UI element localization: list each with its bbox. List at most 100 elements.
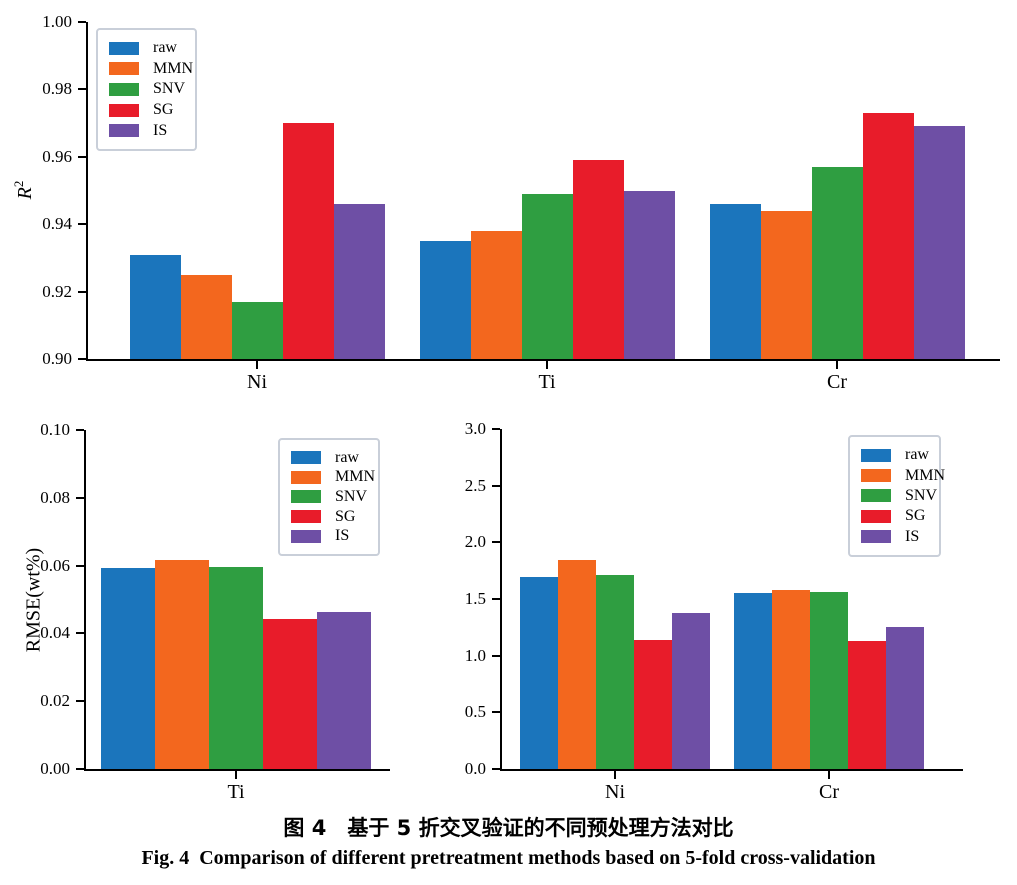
legend-item-IS: IS [109, 122, 187, 140]
y-axis-spine [500, 429, 502, 771]
y-tick [492, 541, 500, 543]
bar-IS-Ni [333, 204, 385, 359]
bar-SG-Ni [282, 123, 334, 359]
legend-item-MMN: MMN [109, 60, 193, 78]
legend-item-IS: IS [291, 527, 370, 545]
y-tick-label: 0.98 [42, 79, 72, 98]
bar-SNV-Ni [231, 302, 283, 359]
y-tick-label: 0.06 [40, 556, 70, 575]
legend-label-SNV: SNV [335, 487, 368, 505]
x-category-label: Ti [538, 371, 556, 393]
legend-swatch-MMN [109, 62, 139, 76]
caption-chinese: 图 4 基于 5 折交叉验证的不同预处理方法对比 [283, 816, 734, 840]
x-axis-spine [84, 769, 390, 771]
bar-SNV-Cr [810, 592, 848, 769]
y-tick-label: 0.00 [40, 759, 70, 778]
x-tick [235, 771, 237, 779]
legend: raw MMN SNV SG IS [848, 435, 945, 557]
legend-item-MMN: MMN [291, 468, 375, 486]
legend-swatch-SG [291, 510, 321, 524]
y-tick-label: 1.00 [42, 12, 72, 31]
bar-raw-Cr [734, 593, 772, 769]
y-tick-label: 2.0 [464, 532, 486, 551]
y-tick-label: 0.5 [464, 702, 486, 721]
legend-label-raw: raw [905, 446, 929, 464]
bar-IS-Cr [886, 627, 924, 769]
y-tick-label: 0.92 [42, 282, 72, 301]
bar-SG-Ti [572, 160, 624, 359]
y-axis-spine [86, 22, 88, 361]
legend-swatch-raw [291, 451, 321, 465]
legend-label-SNV: SNV [153, 80, 186, 98]
legend-label-IS: IS [335, 527, 350, 545]
x-category-label: Ni [247, 371, 267, 393]
caption-english: Fig. 4 Comparison of different pretreatm… [141, 847, 876, 869]
x-tick [546, 361, 548, 369]
bar-SNV-Ti [209, 567, 263, 769]
legend-item-SG: SG [861, 507, 931, 525]
y-tick [78, 223, 86, 225]
x-category-label: Ti [227, 781, 245, 803]
x-tick [836, 361, 838, 369]
legend-swatch-IS [291, 529, 321, 543]
bar-MMN-Ti [470, 231, 522, 359]
legend-label-IS: IS [153, 121, 168, 139]
legend-swatch-MMN [861, 469, 891, 483]
y-tick [492, 428, 500, 430]
bar-MMN-Ni [180, 275, 232, 359]
bar-raw-Ni [129, 255, 181, 359]
legend-item-IS: IS [861, 528, 931, 546]
y-tick-label: 2.5 [464, 476, 486, 495]
y-axis-spine [84, 430, 86, 771]
legend-swatch-SNV [109, 82, 139, 96]
x-axis-spine [500, 769, 963, 771]
bar-SG-Cr [848, 641, 886, 769]
bar-IS-Ti [623, 191, 675, 359]
legend-swatch-SG [861, 509, 891, 523]
bar-SNV-Ti [521, 194, 573, 359]
y-tick-label: 0.94 [42, 214, 72, 233]
y-tick [492, 711, 500, 713]
bar-raw-Ti [419, 241, 471, 359]
x-tick [828, 771, 830, 779]
legend-label-raw: raw [153, 39, 177, 57]
legend: raw MMN SNV SG IS [278, 438, 380, 556]
x-axis-spine [86, 359, 1000, 361]
y-tick-label: 0.02 [40, 691, 70, 710]
y-tick [76, 565, 84, 567]
x-category-label: Cr [827, 371, 847, 393]
bar-MMN-Ti [155, 560, 209, 769]
legend: raw MMN SNV SG IS [96, 28, 197, 151]
y-tick [76, 632, 84, 634]
bar-SG-Cr [862, 113, 914, 359]
y-tick [78, 156, 86, 158]
y-tick-label: 3.0 [464, 419, 486, 438]
y-tick-label: 0.90 [42, 349, 72, 368]
legend-label-MMN: MMN [153, 59, 194, 77]
y-tick [492, 768, 500, 770]
legend-label-raw: raw [335, 448, 359, 466]
legend-item-raw: raw [861, 446, 931, 464]
bar-raw-Ni [520, 577, 558, 769]
y-tick-label: 0.04 [40, 623, 70, 642]
legend-item-SG: SG [291, 508, 370, 526]
y-tick [492, 485, 500, 487]
legend-swatch-IS [861, 530, 891, 544]
bar-raw-Ti [101, 568, 155, 769]
y-tick-label: 0.96 [42, 147, 72, 166]
bar-SNV-Ni [596, 575, 634, 769]
legend-item-SNV: SNV [291, 488, 370, 506]
y-tick-label: 0.0 [464, 759, 486, 778]
x-category-label: Cr [819, 781, 839, 803]
y-tick-label: 0.10 [40, 420, 70, 439]
y-tick [492, 598, 500, 600]
y-tick-label: 1.5 [464, 589, 486, 608]
bar-SG-Ni [634, 640, 672, 769]
y-tick-label: 0.08 [40, 488, 70, 507]
x-tick [256, 361, 258, 369]
legend-swatch-IS [109, 124, 139, 138]
bar-MMN-Cr [772, 590, 810, 769]
